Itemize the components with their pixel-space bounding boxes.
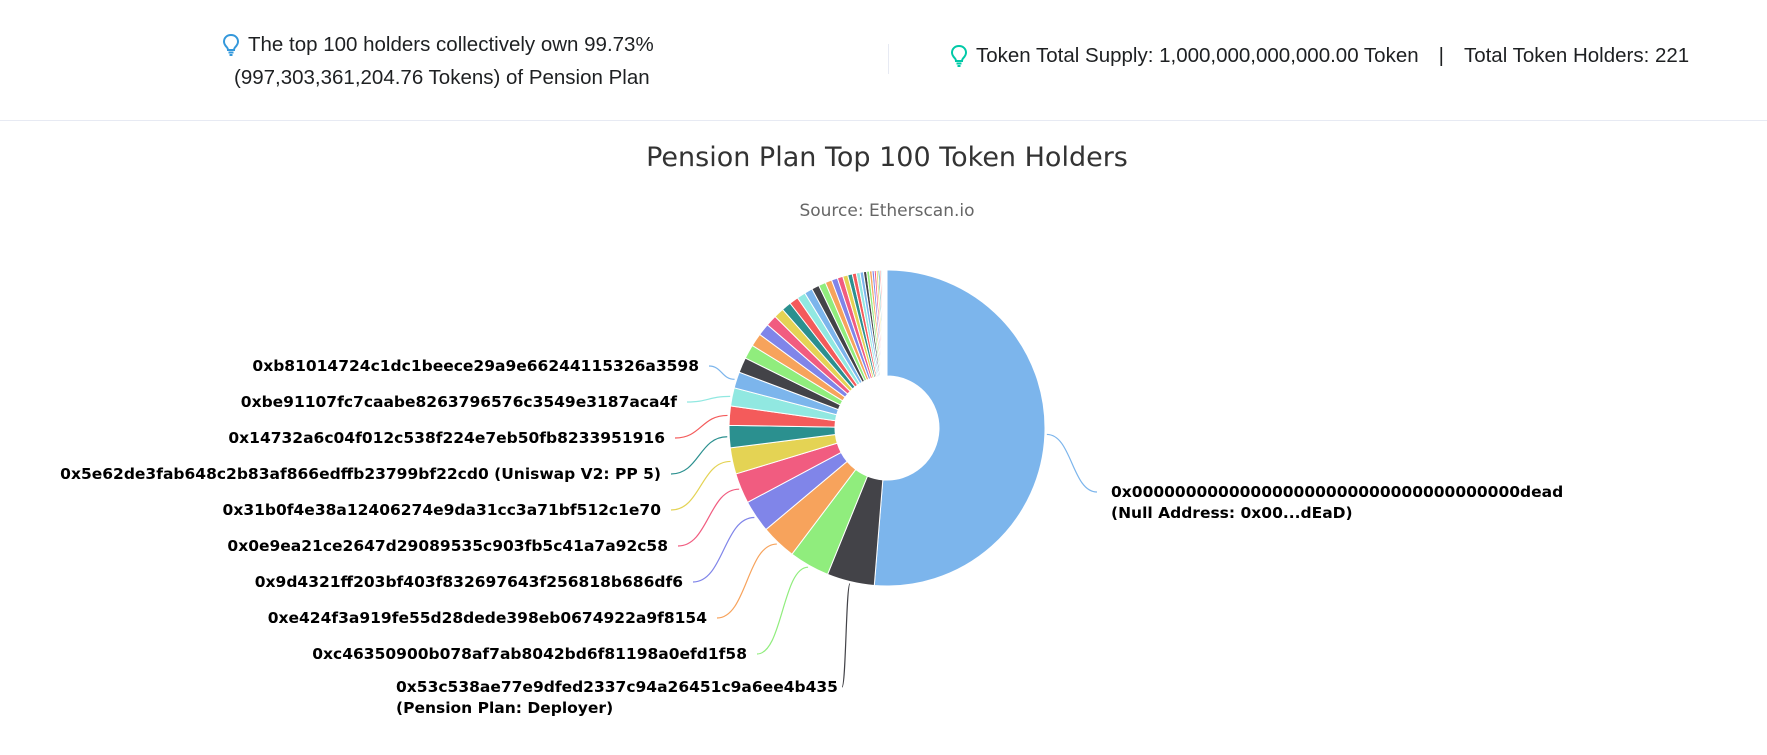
label-connector <box>670 436 728 475</box>
label-connectors <box>670 365 1098 688</box>
holders-tokens-text: (997,303,361,204.76 Tokens) of Pension P… <box>234 66 650 89</box>
summary-divider <box>888 44 889 74</box>
pie-slices <box>728 269 1046 587</box>
total-supply-text: Token Total Supply: 1,000,000,000,000.00… <box>976 44 1419 67</box>
slice-label: 0xbe91107fc7caabe8263796576c3549e3187aca… <box>241 393 677 411</box>
holders-summary-line-1: The top 100 holders collectively own 99.… <box>222 28 742 61</box>
slice-label: 0x53c538ae77e9dfed2337c94a26451c9a6ee4b4… <box>396 678 838 696</box>
total-holders-text: Total Token Holders: 221 <box>1463 44 1690 67</box>
slice-labels: 0x000000000000000000000000000000000000de… <box>60 357 1563 717</box>
pie-slice[interactable] <box>885 269 888 377</box>
label-connector <box>756 566 809 655</box>
lightbulb-icon <box>222 33 240 56</box>
label-connector <box>686 395 731 403</box>
slice-label: 0xe424f3a919fe55d28dede398eb0674922a9f81… <box>268 609 707 627</box>
chart-title: Pension Plan Top 100 Token Holders <box>646 142 1128 173</box>
slice-label: 0x000000000000000000000000000000000000de… <box>1111 483 1563 501</box>
top-holders-summary: The top 100 holders collectively own 99.… <box>222 28 742 94</box>
label-connector <box>677 488 740 547</box>
lightbulb-icon <box>950 44 968 67</box>
pie-chart-svg: Pension Plan Top 100 Token Holders Sourc… <box>60 142 1563 717</box>
label-connector <box>670 460 731 511</box>
slice-label: 0x9d4321ff203bf403f832697643f256818b686d… <box>255 573 683 591</box>
label-connector <box>692 516 755 583</box>
chart-subtitle: Source: Etherscan.io <box>799 201 974 221</box>
label-connector <box>674 414 728 439</box>
slice-label: 0xb81014724c1dc1beece29a9e66244115326a35… <box>252 357 699 375</box>
supply-summary: Token Total Supply: 1,000,000,000,000.00… <box>950 44 1689 68</box>
holders-percent-text: The top 100 holders collectively own 99.… <box>248 33 654 56</box>
token-holders-summary-bar: The top 100 holders collectively own 99.… <box>0 0 1767 121</box>
slice-label: 0x31b0f4e38a12406274e9da31cc3a71bf512c1e… <box>223 501 662 519</box>
label-connector <box>841 583 851 688</box>
slice-label: 0x0e9ea21ce2647d29089535c903fb5c41a7a92c… <box>227 537 668 555</box>
separator: | <box>1438 44 1444 67</box>
holders-chart: Pension Plan Top 100 Token Holders Sourc… <box>0 121 1767 755</box>
slice-label-secondary: (Pension Plan: Deployer) <box>396 699 613 717</box>
label-connector <box>716 543 777 619</box>
slice-label: 0x14732a6c04f012c538f224e7eb50fb82339519… <box>228 429 665 447</box>
pie-slice[interactable] <box>873 269 1046 587</box>
slice-label-secondary: (Null Address: 0x00...dEaD) <box>1111 504 1353 522</box>
label-connector <box>708 365 735 380</box>
slice-label: 0xc46350900b078af7ab8042bd6f81198a0efd1f… <box>312 645 747 663</box>
label-connector <box>1046 433 1098 493</box>
slice-label: 0x5e62de3fab648c2b83af866edffb23799bf22c… <box>60 465 661 483</box>
